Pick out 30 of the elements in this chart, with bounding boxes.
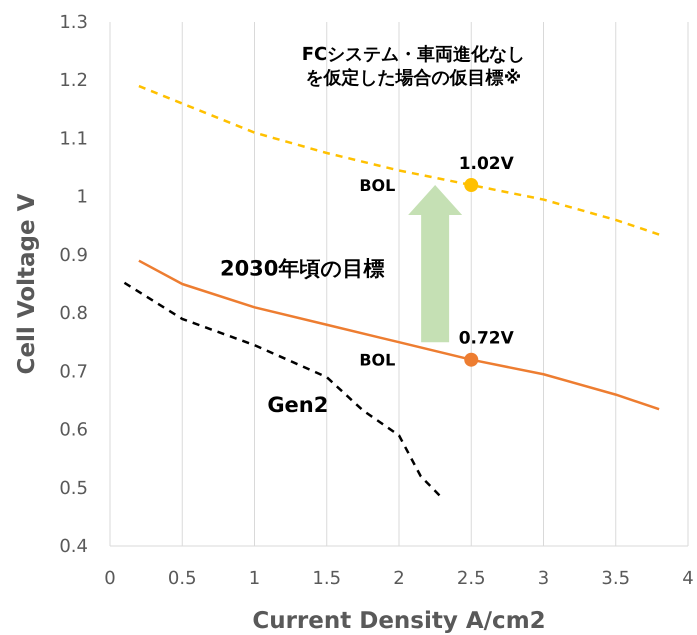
data-label: 0.72V: [458, 328, 515, 349]
x-tick-label: 3.5: [601, 568, 630, 589]
y-tick-label: 0.4: [59, 536, 88, 557]
y-tick-label: 1.2: [59, 70, 88, 92]
x-tick-label: 1.5: [312, 568, 342, 589]
x-tick-label: 2.5: [456, 568, 486, 589]
annotation: BOL: [359, 350, 396, 370]
x-tick-label: 2: [393, 568, 405, 589]
annotation: FCシステム・車両進化なしを仮定した場合の仮目標※: [302, 44, 526, 88]
x-tick-label: 4: [682, 568, 694, 589]
line-series: [138, 259, 660, 410]
data-label: 1.02V: [458, 154, 515, 174]
y-tick-label: 0.9: [59, 244, 88, 266]
y-tick-label: 1: [76, 186, 88, 208]
series-label: Gen2: [267, 393, 328, 418]
annotation: BOL: [359, 176, 396, 196]
x-tick-label: 0.5: [168, 568, 197, 589]
x-tick-label: 3: [538, 568, 550, 589]
x-tick-label: 1: [248, 568, 260, 589]
y-tick-label: 0.6: [59, 420, 88, 441]
y-tick-label: 0.5: [59, 478, 88, 499]
y-axis-title: Cell Voltage V: [14, 193, 40, 374]
y-tick-label: 1.3: [59, 12, 88, 33]
y-tick-label: 1.1: [59, 128, 88, 150]
y-tick-label: 0.8: [59, 303, 88, 324]
x-axis-title: Current Density A/cm2: [252, 608, 546, 634]
series-label: 2030年頃の目標: [220, 256, 384, 280]
line-series: [123, 282, 441, 497]
y-tick-label: 0.7: [59, 361, 88, 382]
x-tick-label: 0: [104, 568, 116, 589]
